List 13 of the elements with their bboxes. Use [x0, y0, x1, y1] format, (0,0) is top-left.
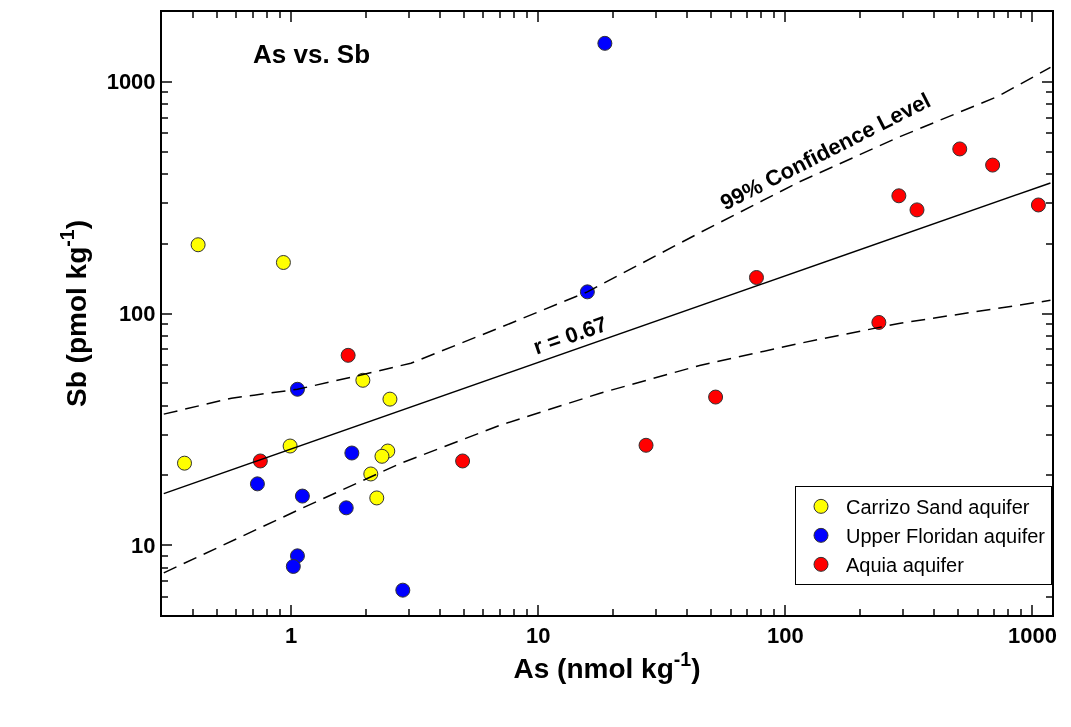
x-axis-title: As (nmol kg$^{-1}$) — [513, 648, 701, 685]
legend-label: Aquia aquifer — [846, 554, 965, 577]
y-tick-label: 100 — [118, 301, 156, 327]
x-tick-label: 100 — [766, 623, 804, 649]
x-tick-label: 1000 — [1007, 623, 1057, 649]
x-tick-label: 10 — [526, 623, 551, 649]
x-tick-label: 1 — [285, 623, 298, 649]
y-tick-label: 10 — [131, 532, 156, 558]
annotation: r = 0.67 — [529, 311, 611, 360]
legend-label: Carrizo Sand aquifer — [846, 496, 1030, 519]
y-tick-label: 1000 — [106, 69, 156, 95]
text: As vs. Sb — [253, 39, 371, 69]
legend-label: Upper Floridan aquifer — [846, 525, 1046, 548]
